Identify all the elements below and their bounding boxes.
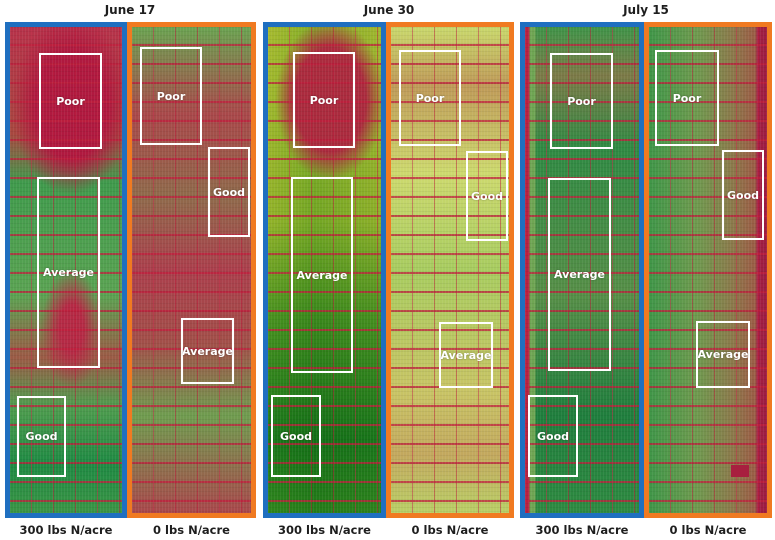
- zone-box-good: Good: [271, 395, 321, 477]
- zone-box-good: Good: [208, 147, 250, 237]
- date-heading-june-30: June 30: [363, 3, 415, 17]
- field-map-july15-300: Poor Average Good: [520, 22, 644, 518]
- zone-label: Poor: [415, 91, 445, 105]
- zone-box-good: Good: [466, 151, 508, 241]
- zone-label: Poor: [672, 91, 702, 105]
- zone-label: Average: [182, 344, 233, 358]
- field-map-june17-0: Poor Good Average: [127, 22, 256, 518]
- plot-gridlines: [132, 27, 251, 513]
- zone-box-average: Average: [696, 321, 750, 388]
- texture-overlay: [268, 27, 381, 513]
- zone-box-poor: Poor: [399, 50, 461, 146]
- zone-label: Good: [470, 189, 504, 203]
- zone-label: Poor: [156, 89, 186, 103]
- texture-overlay: [132, 27, 251, 513]
- plot-gridlines: [649, 27, 767, 513]
- zone-box-poor: Poor: [550, 53, 613, 149]
- texture-overlay: [649, 27, 767, 513]
- texture-overlay: [10, 27, 122, 513]
- zone-box-good: Good: [722, 150, 764, 240]
- zone-label: Good: [25, 430, 58, 443]
- zone-box-good: Good: [17, 396, 66, 477]
- zone-box-average: Average: [291, 177, 353, 373]
- field-map-june17-300: Poor Average Good: [5, 22, 127, 518]
- texture-overlay: [391, 27, 509, 513]
- plot-gridlines: [525, 27, 639, 513]
- caption-july15-0: 0 lbs N/acre: [669, 523, 747, 537]
- zone-label: Average: [554, 268, 605, 281]
- caption-june17-300: 300 lbs N/acre: [19, 523, 113, 537]
- zone-box-average: Average: [439, 322, 493, 388]
- zone-box-good: Good: [528, 395, 578, 477]
- zone-box-average: Average: [548, 178, 611, 371]
- plot-gridlines: [268, 27, 381, 513]
- caption-june30-0: 0 lbs N/acre: [411, 523, 489, 537]
- field-map-july15-0: Poor Good Average: [644, 22, 772, 518]
- plot-gridlines: [391, 27, 509, 513]
- texture-overlay: [525, 27, 639, 513]
- zone-label: Average: [697, 348, 749, 361]
- field-map-june30-0: Poor Good Average: [386, 22, 514, 518]
- caption-june30-300: 300 lbs N/acre: [278, 523, 371, 537]
- zone-label: Good: [726, 188, 760, 202]
- field-map-june30-300: Poor Average Good: [263, 22, 386, 518]
- zone-label: Good: [536, 429, 570, 443]
- zone-label: Average: [43, 266, 94, 279]
- zone-label: Good: [279, 429, 313, 443]
- zone-label: Average: [440, 348, 492, 362]
- date-heading-june-17: June 17: [104, 3, 156, 17]
- zone-box-poor: Poor: [39, 53, 102, 149]
- zone-box-poor: Poor: [655, 50, 719, 146]
- zone-label: Average: [296, 268, 348, 282]
- zone-box-average: Average: [181, 318, 234, 384]
- caption-june17-0: 0 lbs N/acre: [153, 523, 230, 537]
- caption-july15-300: 300 lbs N/acre: [535, 523, 629, 537]
- zone-label: Poor: [56, 94, 85, 108]
- date-heading-july-15: July 15: [623, 3, 669, 17]
- zone-label: Poor: [567, 94, 596, 108]
- zone-box-poor: Poor: [293, 52, 355, 148]
- red-patch: [731, 465, 749, 477]
- zone-label: Good: [212, 185, 246, 199]
- zone-label: Poor: [309, 93, 339, 107]
- zone-box-poor: Poor: [140, 47, 202, 145]
- zone-box-average: Average: [37, 177, 100, 368]
- plot-gridlines: [10, 27, 122, 513]
